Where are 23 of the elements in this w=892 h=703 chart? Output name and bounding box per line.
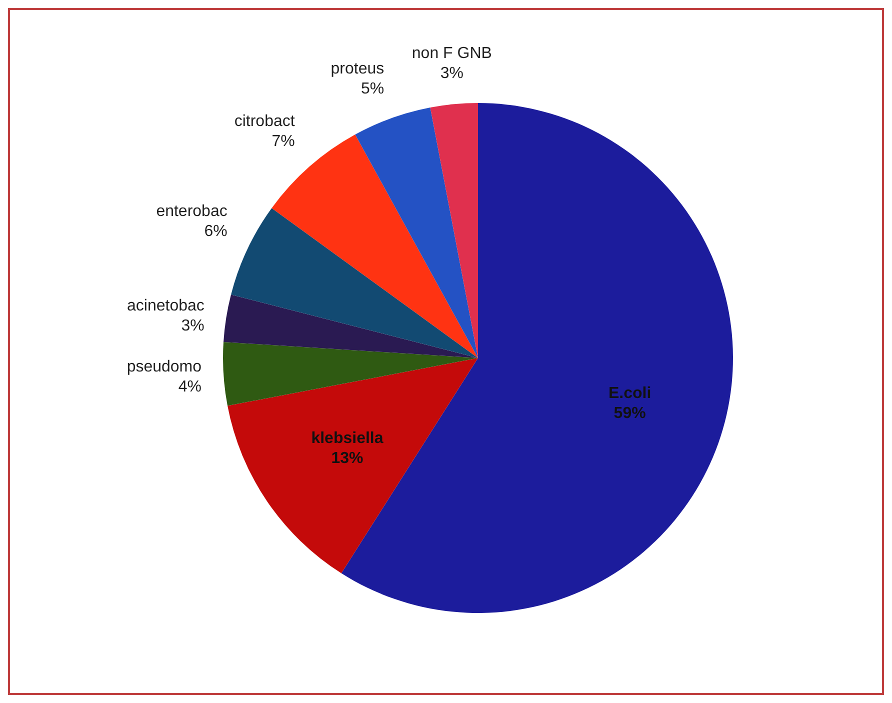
pie-slice bbox=[224, 294, 478, 358]
data-label: 6% bbox=[204, 223, 228, 240]
pie-slice bbox=[430, 103, 478, 358]
slice-label: enterobac bbox=[156, 203, 228, 220]
data-label: 3% bbox=[440, 65, 464, 82]
pie-slice bbox=[223, 342, 478, 406]
slice-label: citrobact bbox=[234, 113, 296, 130]
slice-label: E.coli bbox=[608, 385, 652, 402]
slice-label: klebsiella bbox=[311, 430, 384, 447]
data-label: 59% bbox=[614, 405, 646, 422]
pie-slice bbox=[355, 108, 478, 358]
slice-label: pseudomo bbox=[126, 358, 202, 376]
pie-slice bbox=[272, 134, 478, 358]
data-label: 7% bbox=[272, 133, 295, 150]
data-label: 5% bbox=[361, 80, 384, 98]
data-label: 3% bbox=[181, 318, 204, 335]
slice-label: non F GNB bbox=[412, 45, 492, 62]
data-label: 13% bbox=[331, 450, 364, 467]
pie-slice bbox=[228, 358, 478, 574]
data-label: 4% bbox=[178, 378, 202, 396]
slice-label: proteus bbox=[330, 60, 384, 78]
pie-slice bbox=[231, 208, 478, 358]
slice-label: acinetobac bbox=[127, 298, 204, 315]
